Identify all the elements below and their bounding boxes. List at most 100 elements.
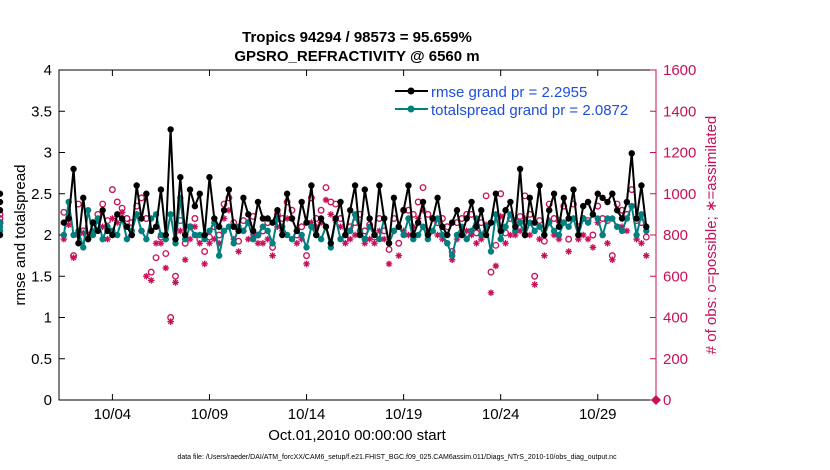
rmse-point	[429, 215, 436, 222]
rmse-point	[555, 223, 563, 230]
obs-possible-point	[147, 268, 155, 276]
obs-possible-point	[419, 184, 427, 192]
rmse-point	[0, 190, 4, 197]
rmse-point	[434, 194, 441, 202]
rmse-point	[215, 223, 223, 230]
rmse-point	[565, 215, 572, 222]
obs-assimilated-point	[172, 279, 179, 286]
obs-possible-point	[482, 192, 490, 200]
rmse-point	[623, 198, 631, 206]
obs-assimilated-point	[269, 252, 276, 259]
totalspread-point	[594, 215, 601, 222]
right-y-axis-label: # of obs: o=possible; ∗=assimilated	[703, 116, 720, 355]
rmse-point	[361, 186, 368, 193]
rmse-point	[138, 215, 145, 222]
totalspread-point	[84, 207, 92, 214]
obs-assimilated-point	[579, 231, 587, 239]
totalspread-point	[138, 227, 145, 235]
obs-assimilated-point	[337, 223, 344, 231]
left-tick-label: 0.5	[31, 351, 52, 368]
obs-possible-point	[152, 254, 160, 262]
rmse-point	[584, 198, 592, 206]
obs-assimilated-point	[206, 239, 213, 247]
obs-assimilated-point	[317, 219, 325, 226]
obs-assimilated-point	[521, 215, 529, 222]
rmse-point	[337, 198, 344, 206]
rmse-point	[468, 198, 475, 206]
rmse-point	[482, 231, 490, 239]
x-ticks: 10/04 10/09 10/14 10/19 10/24 10/29	[94, 70, 617, 423]
rmse-point	[0, 207, 4, 214]
totalspread-point	[570, 215, 577, 222]
rmse-point	[507, 198, 514, 206]
obs-assimilated-point	[434, 231, 441, 239]
rmse-point	[240, 194, 247, 202]
rmse-point	[157, 186, 165, 193]
obs-assimilated-point	[327, 211, 335, 218]
rmse-point	[128, 231, 136, 239]
obs-assimilated-point	[298, 235, 305, 243]
rmse-point	[191, 202, 199, 210]
totalspread-point	[604, 215, 611, 222]
rmse-point	[196, 190, 203, 197]
rmse-point	[478, 207, 485, 214]
rmse-point	[235, 227, 242, 235]
obs-assimilated-point	[99, 223, 106, 231]
totalspread-point	[555, 231, 563, 239]
obs-assimilated-point	[541, 252, 548, 259]
obs-assimilated-point	[550, 231, 558, 239]
totalspread-point	[536, 223, 543, 230]
rmse-point	[172, 235, 179, 243]
obs-assimilated-point	[492, 262, 500, 270]
totalspread-point	[405, 215, 412, 222]
right-tick-label: 1200	[663, 145, 696, 162]
obs-assimilated-point	[487, 289, 495, 297]
obs-possible-point	[172, 272, 179, 280]
rmse-point	[143, 190, 150, 197]
left-y-ticks: 0 0.5 1 1.5 2 2.5 3 3.5 4	[31, 62, 65, 409]
obs-assimilated-point	[448, 256, 456, 264]
obs-assimilated-point	[376, 227, 383, 235]
rmse-point	[458, 231, 466, 239]
rmse-point	[473, 223, 480, 230]
rmse-point	[84, 235, 92, 243]
obs-possible-point	[322, 184, 330, 192]
rmse-point	[628, 150, 635, 157]
obs-assimilated-point	[143, 272, 150, 280]
totalspread-point	[429, 227, 436, 235]
totalspread-point	[468, 227, 475, 235]
legend-totalspread-marker	[407, 105, 415, 113]
obs-assimilated-point	[463, 227, 471, 235]
totalspread-point	[497, 235, 504, 243]
obs-assimilated-point	[623, 227, 631, 235]
rmse-point	[502, 207, 509, 214]
obs-assimilated-point	[152, 239, 160, 247]
obs-assimilated-point	[215, 239, 223, 247]
totalspread-point	[390, 227, 398, 235]
totalspread-point	[550, 227, 558, 235]
legend-rmse-marker	[407, 87, 415, 95]
totalspread-point	[361, 235, 368, 243]
rmse-point	[410, 231, 417, 239]
rmse-point	[303, 219, 310, 226]
rmse-point	[424, 231, 432, 239]
totalspread-point	[89, 231, 97, 239]
rmse-point	[70, 165, 77, 173]
obs-assimilated-point	[589, 244, 597, 251]
rmse-point	[181, 231, 189, 239]
rmse-point	[288, 215, 296, 222]
totalspread-point	[376, 235, 383, 243]
rmse-point	[254, 198, 262, 206]
rmse-point	[444, 231, 451, 239]
rmse-point	[186, 186, 194, 193]
data-file-footnote: data file: /Users/raeder/DAI/ATM_forcXX/…	[177, 454, 617, 461]
rmse-point	[570, 186, 577, 193]
obs-assimilated-point	[361, 239, 369, 247]
totalspread-point	[463, 235, 470, 243]
totalspread-point	[70, 231, 77, 239]
obs-assimilated-point	[371, 239, 378, 247]
obs-assimilated-point	[293, 239, 301, 247]
obs-assimilated-point	[584, 235, 592, 243]
rmse-point	[405, 182, 412, 189]
rmse-point	[613, 207, 621, 214]
